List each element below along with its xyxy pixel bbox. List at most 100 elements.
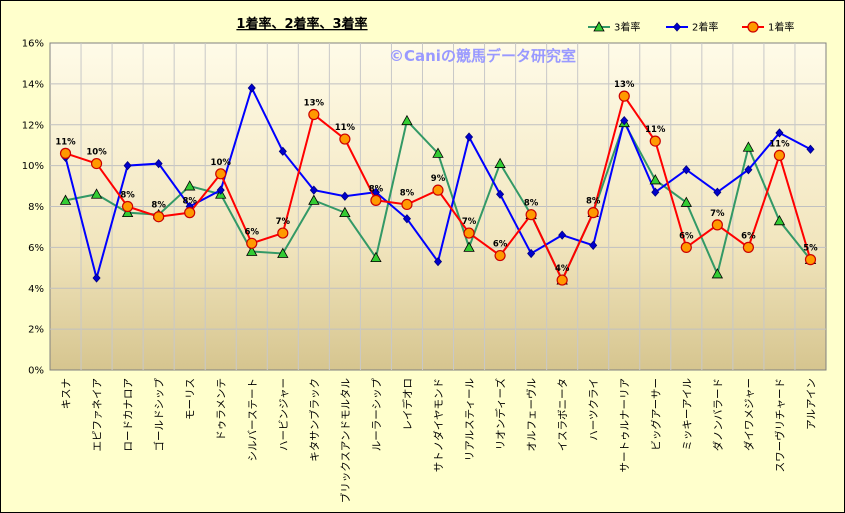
data-point-triangle [184,180,196,191]
data-point-diamond [672,22,682,32]
data-point-diamond [682,165,691,175]
data-label: 11% [335,123,356,133]
data-point-triangle [711,268,724,279]
data-label: 11% [645,125,666,135]
data-point-circle [153,211,165,223]
x-tick-label: リアルスティール [464,378,476,461]
data-label: 9% [431,174,446,184]
data-label: 10% [211,158,232,168]
data-point-circle [370,194,382,206]
data-label: 8% [524,199,539,209]
data-label: 6% [679,231,694,241]
data-point-circle [215,168,227,180]
data-point-circle [463,227,475,239]
data-point-triangle [90,188,103,199]
x-tick-label: スワーヴリチャード [773,378,786,472]
x-tick-label: ドゥラメンテ [216,378,228,441]
data-label: 5% [803,244,818,254]
watermark: ©Caniの競馬データ研究室 [389,47,576,65]
x-tick-label: ハーツクライ [588,378,600,441]
data-label: 6% [493,240,508,250]
data-point-triangle [370,251,382,262]
y-tick-label: 2% [28,325,44,336]
chart-title: 1着率、2着率、3着率 [236,16,367,32]
data-point-diamond [775,128,784,138]
x-tick-label: ダイワメジャー [742,378,755,451]
data-point-triangle [277,247,289,258]
data-point-diamond [278,146,287,156]
data-point-circle [680,241,692,253]
data-point-diamond [744,165,753,175]
data-point-circle [747,21,759,33]
x-tick-label: ゴールドシップ [153,378,166,452]
data-point-diamond [527,248,536,259]
data-point-diamond [620,116,629,126]
data-point-diamond [309,185,318,195]
data-point-circle [121,200,134,213]
data-label: 13% [304,99,325,109]
data-point-diamond [247,83,256,93]
data-point-diamond [651,187,660,197]
data-point-circle [401,198,413,211]
data-label: 7% [710,209,725,219]
x-tick-label: ミッキーアイル [681,378,693,451]
y-tick-label: 16% [22,39,44,50]
data-point-circle [556,274,568,286]
data-point-diamond [154,158,163,169]
data-point-circle [432,184,444,196]
data-point-triangle [432,147,444,158]
data-point-diamond [402,214,411,224]
data-point-circle [277,227,289,239]
data-label: 8% [400,188,415,198]
y-tick-label: 6% [28,243,44,254]
data-point-circle [587,207,599,219]
data-label: 6% [245,227,260,237]
legend-label: 1着率 [768,21,794,34]
x-tick-label: イスラボニータ [557,378,569,451]
data-label: 8% [182,197,197,207]
data-label: 10% [86,148,107,158]
data-point-triangle [742,141,755,152]
data-point-diamond [558,230,567,240]
y-tick-label: 12% [22,120,44,131]
y-tick-label: 4% [28,284,44,295]
legend-label: 3着率 [614,21,640,34]
data-label: 8% [586,197,601,207]
data-point-diamond [92,273,101,283]
data-point-triangle [401,114,413,126]
x-tick-label: ルーラーシップ [371,378,383,452]
data-point-triangle [494,157,506,168]
data-point-circle [339,133,351,145]
x-tick-label: ハービンジャー [278,378,290,451]
data-point-circle [494,249,506,262]
data-point-circle [525,209,537,221]
x-tick-label: ダノンバラード [711,378,724,451]
data-point-circle [90,157,103,170]
y-tick-label: 0% [28,366,44,377]
y-tick-label: 10% [22,161,44,172]
x-tick-label: シルバーステート [247,378,259,461]
data-point-circle [649,135,661,147]
x-tick-label: ブリックスアンドモルタル [339,378,352,503]
data-point-diamond [433,257,443,267]
data-point-diamond [340,191,349,201]
legend-label: 2着率 [692,21,718,34]
x-tick-label: モーリス [185,378,197,420]
data-point-circle [246,237,258,249]
data-point-circle [742,241,755,253]
data-point-circle [711,219,723,231]
data-point-diamond [713,187,722,197]
x-tick-label: キスナ [61,378,73,409]
data-label: 4% [555,264,570,274]
data-label: 8% [120,191,135,201]
legend: 3着率 2着率 1着率 [588,21,794,34]
x-tick-label: リオンディーズ [494,378,507,450]
data-point-diamond [806,144,815,154]
data-label: 8% [151,201,166,211]
data-label: 11% [769,139,790,149]
data-point-triangle [773,214,786,226]
data-point-triangle [649,174,661,185]
data-point-diamond [123,161,132,171]
x-tick-label: レイデオロ [401,378,414,431]
data-label: 6% [741,231,756,241]
